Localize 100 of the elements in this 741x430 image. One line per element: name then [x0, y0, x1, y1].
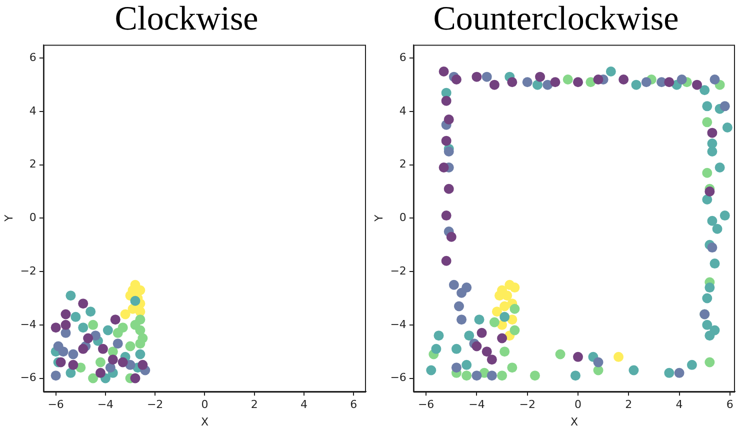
y-tick-label: −4 — [390, 318, 406, 331]
point — [497, 333, 508, 344]
y-tick-label: 4 — [399, 104, 406, 118]
point — [95, 368, 106, 378]
point — [573, 77, 584, 88]
point — [618, 74, 629, 84]
y-tick-label: 0 — [399, 211, 406, 224]
point — [110, 314, 120, 325]
point — [102, 325, 113, 336]
point — [66, 368, 76, 378]
point — [112, 338, 123, 349]
chart-title: Clockwise — [114, 0, 258, 38]
point — [535, 72, 546, 82]
point — [462, 360, 472, 370]
point — [68, 360, 78, 370]
point — [444, 146, 454, 157]
point — [431, 344, 442, 354]
point — [454, 301, 464, 312]
point — [510, 304, 520, 314]
point — [438, 162, 449, 173]
point — [704, 330, 715, 341]
y-tick-label: −6 — [390, 371, 406, 384]
point — [448, 280, 459, 290]
point — [462, 370, 472, 381]
point — [720, 101, 730, 112]
point — [664, 368, 674, 378]
point — [130, 296, 140, 306]
point — [474, 314, 484, 325]
point — [78, 344, 88, 354]
point — [130, 373, 140, 384]
point — [446, 232, 456, 242]
point — [707, 146, 718, 157]
point — [98, 344, 108, 354]
point — [593, 74, 604, 84]
x-axis-title: X — [200, 415, 209, 428]
y-tick-label: −2 — [390, 264, 406, 278]
point — [78, 322, 88, 333]
y-tick-label: 6 — [399, 51, 406, 64]
point — [56, 357, 66, 368]
point — [451, 344, 462, 354]
point — [710, 258, 720, 269]
point — [704, 357, 715, 368]
point — [674, 368, 684, 378]
point — [444, 114, 454, 124]
point — [105, 362, 116, 373]
point — [692, 80, 702, 90]
point — [704, 186, 715, 197]
point — [500, 312, 510, 322]
point — [573, 352, 584, 362]
point — [120, 309, 130, 320]
point — [497, 370, 508, 381]
point — [486, 354, 497, 365]
chart-title: Counterclockwise — [433, 0, 679, 38]
point — [532, 80, 542, 90]
point — [112, 328, 123, 338]
y-tick-label: 2 — [399, 158, 406, 171]
x-tick-label: −2 — [519, 398, 536, 412]
point — [135, 349, 146, 360]
point — [451, 74, 462, 84]
point — [593, 357, 604, 368]
point — [500, 301, 510, 312]
point — [88, 320, 98, 330]
point — [510, 282, 520, 293]
y-tick-label: 6 — [29, 51, 36, 64]
point — [472, 341, 482, 352]
point — [722, 122, 732, 132]
point — [441, 256, 452, 266]
point — [628, 365, 639, 376]
x-tick-label: 2 — [625, 398, 632, 412]
point — [606, 66, 616, 76]
point — [456, 314, 467, 325]
point — [50, 322, 61, 333]
point — [58, 346, 68, 357]
point — [135, 338, 146, 349]
point — [507, 362, 518, 373]
x-tick-label: 6 — [726, 398, 734, 412]
y-tick-label: −6 — [20, 371, 36, 384]
point — [108, 354, 118, 365]
y-axis-title: Y — [2, 214, 16, 223]
point — [50, 370, 61, 381]
y-axis-title: Y — [372, 214, 386, 223]
point — [570, 370, 580, 381]
x-tick-label: −6 — [418, 398, 434, 412]
point — [702, 168, 712, 178]
point — [441, 136, 452, 146]
point — [472, 72, 482, 82]
point — [550, 77, 560, 88]
point — [426, 365, 436, 376]
y-tick-label: −2 — [20, 264, 36, 278]
x-tick-label: 0 — [201, 398, 208, 412]
point — [78, 298, 88, 309]
point — [86, 306, 96, 317]
point — [510, 325, 520, 336]
point — [702, 117, 712, 128]
point — [60, 320, 71, 330]
point — [614, 352, 624, 362]
point — [702, 101, 712, 112]
point — [686, 360, 697, 370]
point — [702, 293, 712, 304]
x-tick-label: −6 — [48, 398, 64, 412]
